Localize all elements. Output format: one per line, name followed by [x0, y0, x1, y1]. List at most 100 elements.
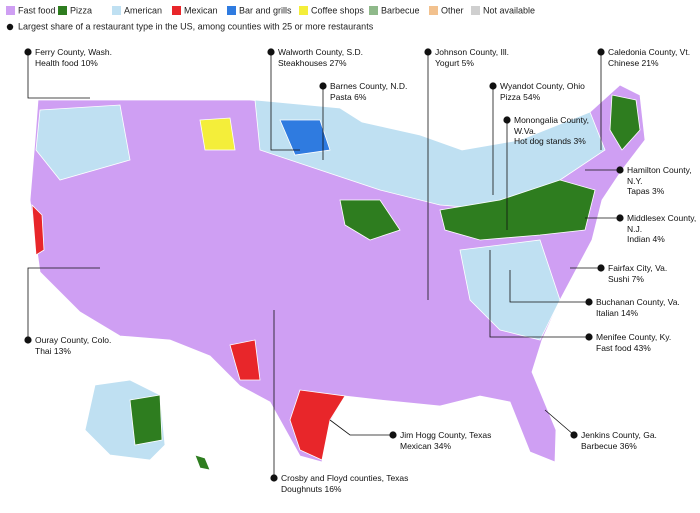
annotation-dot [424, 48, 432, 56]
annotation: Walworth County, S.D. Steakhouses 27% [278, 47, 378, 68]
annotation: Barnes County, N.D. Pasta 6% [330, 81, 420, 102]
mexican-region [289, 389, 346, 461]
annotation-label: Yogurt 5% [435, 57, 474, 68]
leader-line [27, 52, 90, 99]
annotation-county: Caledonia County, Vt. [608, 47, 691, 57]
annotation: Ouray County, Colo. Thai 13% [35, 335, 130, 356]
annotation-county: Walworth County, S.D. [278, 47, 364, 57]
annotation-dot [24, 48, 32, 56]
legend-swatch [299, 6, 308, 15]
annotation-county: Hamilton County, N.Y. [627, 165, 692, 186]
legend-swatch [227, 6, 236, 15]
annotation-label: Pasta 6% [330, 91, 367, 102]
annotation-label: Sushi 7% [608, 273, 644, 284]
legend: Fast food Pizza American Mexican Bar and gri… [6, 5, 535, 15]
annotation-dot [489, 82, 497, 90]
annotation-dot [597, 48, 605, 56]
annotation-label: Health food 10% [35, 57, 98, 68]
annotation: Johnson County, Ill. Yogurt 5% [435, 47, 525, 68]
annotation: Ferry County, Wash. Health food 10% [35, 47, 135, 68]
legend-swatch [58, 6, 67, 15]
annotation: Middlesex County, N.J. Indian 4% [627, 213, 700, 245]
legend-label: Coffee shops [311, 5, 364, 15]
legend-swatch [172, 6, 181, 15]
annotation: Caledonia County, Vt. Chinese 21% [608, 47, 700, 68]
annotation-dot [24, 336, 32, 344]
leader-line [489, 250, 589, 338]
pizza-region [339, 199, 401, 241]
annotation-leaders [24, 48, 624, 482]
subtitle: Largest share of a restaurant type in th… [18, 21, 374, 31]
annotation: Crosby and Floyd counties, Texas Doughnut… [281, 473, 431, 494]
annotation-label: Pizza 54% [500, 91, 541, 102]
legend-label: Other [441, 5, 464, 15]
annotation: Wyandot County, Ohio Pizza 54% [500, 81, 600, 102]
annotation-county: Jenkins County, Ga. [581, 430, 657, 440]
legend-label: American [124, 5, 162, 15]
annotation: Fairfax City, Va. Sushi 7% [608, 263, 688, 284]
annotation-label: Fast food 43% [596, 342, 651, 353]
annotation-dot [585, 298, 593, 306]
annotation: Buchanan County, Va. Italian 14% [596, 297, 681, 318]
leader-line [509, 270, 589, 303]
leader-line [27, 267, 100, 340]
leader-line [544, 409, 575, 436]
annotation-label: Tapas 3% [627, 186, 665, 196]
legend-swatch [429, 6, 438, 15]
annotation: Jenkins County, Ga. Barbecue 36% [581, 430, 676, 451]
legend-label: Fast food [18, 5, 56, 15]
annotation-county: Jim Hogg County, Texas [400, 430, 492, 440]
legend-swatch [6, 6, 15, 15]
pizza-region [609, 94, 641, 151]
annotation-county: Crosby and Floyd counties, Texas [281, 473, 409, 483]
american-region [35, 104, 131, 181]
legend-swatch [112, 6, 121, 15]
legend-label: Not available [483, 5, 535, 15]
us-map [29, 84, 646, 471]
legend-label: Bar and grills [239, 5, 292, 15]
annotation-county: Fairfax City, Va. [608, 263, 668, 273]
annotation-county: Wyandot County, Ohio [500, 81, 585, 91]
annotation-county: Buchanan County, Va. [596, 297, 680, 307]
coffee-region [199, 117, 236, 151]
american-region [254, 99, 606, 211]
annotation-label: Doughnuts 16% [281, 483, 342, 494]
annotation-dot [389, 431, 397, 439]
annotation-county: Barnes County, N.D. [330, 81, 408, 91]
subtitle-dot [6, 23, 14, 31]
annotation-label: Italian 14% [596, 307, 639, 318]
annotation-county: Johnson County, Ill. [435, 47, 510, 57]
annotation-county: Menifee County, Ky. [596, 332, 672, 342]
annotation: Monongalia County, W.Va. Hot dog stands 3… [514, 115, 594, 147]
legend-label: Barbecue [381, 5, 420, 15]
annotation: Hamilton County, N.Y. Tapas 3% [627, 165, 700, 197]
alaska-pizza [129, 394, 163, 446]
annotation-dot [585, 333, 593, 341]
annotation-label: Steakhouses 27% [278, 57, 347, 68]
annotation-label: Chinese 21% [608, 57, 659, 68]
legend-label: Pizza [70, 5, 92, 15]
annotation-label: Hot dog stands 3% [514, 136, 586, 146]
annotation-dot [616, 166, 624, 174]
annotation-label: Indian 4% [627, 234, 665, 244]
annotation-dot [570, 431, 578, 439]
legend-swatch [369, 6, 378, 15]
legend-swatch [471, 6, 480, 15]
annotation-dot [616, 214, 624, 222]
annotation: Jim Hogg County, Texas Mexican 34% [400, 430, 510, 451]
annotation-dot [319, 82, 327, 90]
annotation-dot [267, 48, 275, 56]
bar-region [279, 119, 331, 156]
annotation-county: Ouray County, Colo. [35, 335, 112, 345]
pizza-region [439, 179, 596, 241]
hawaii [194, 454, 211, 471]
annotation-county: Ferry County, Wash. [35, 47, 112, 57]
leader-line [270, 52, 300, 151]
annotation-dot [270, 474, 278, 482]
annotation-county: Middlesex County, N.J. [627, 213, 697, 234]
annotation-county: Monongalia County, W.Va. [514, 115, 589, 136]
mexican-region [31, 203, 45, 256]
mexican-region [229, 339, 261, 381]
